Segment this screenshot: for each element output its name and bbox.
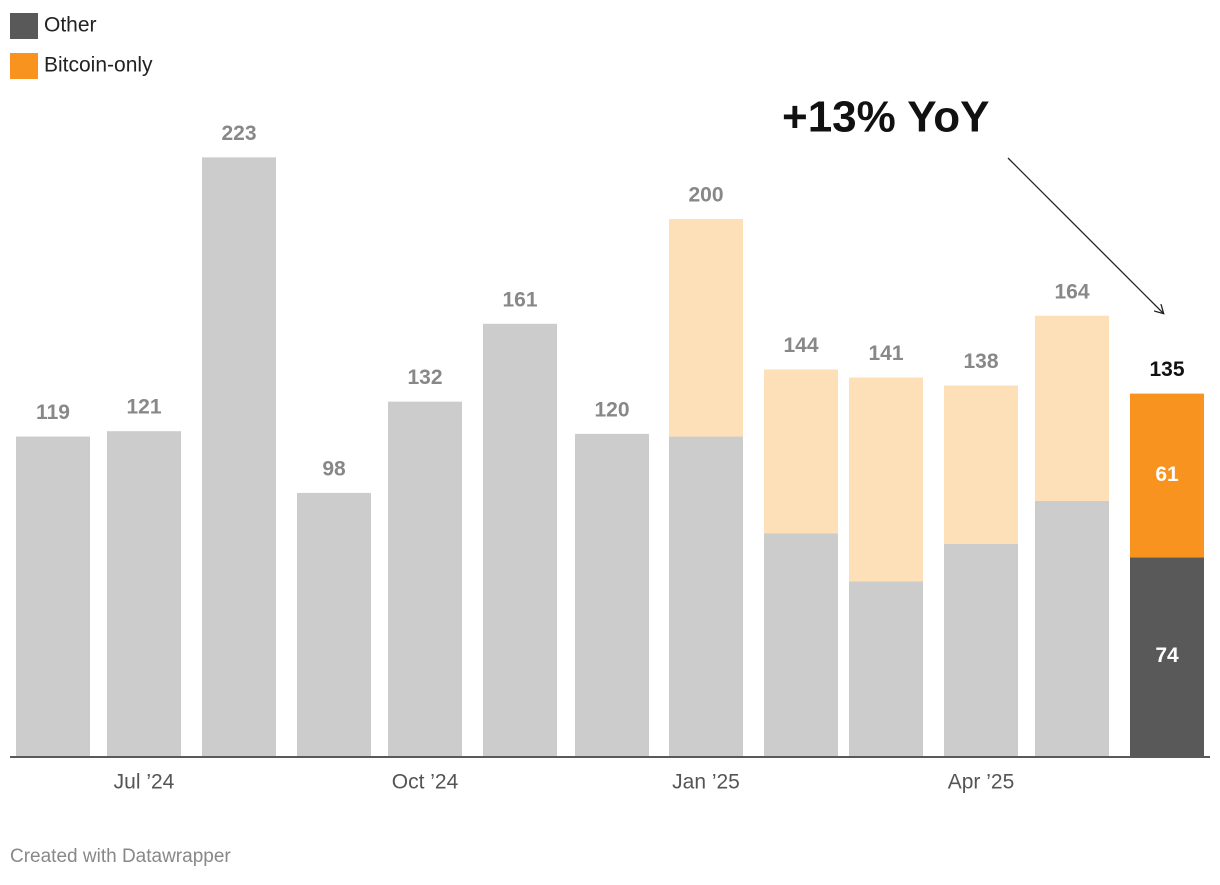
annotation: +13% YoY [782,93,990,142]
bar-segment [669,436,743,756]
total-label: 164 [1054,280,1089,303]
bar-segment [764,533,838,756]
x-tick-label: Apr ’25 [948,771,1015,794]
bar-segment [483,323,557,756]
legend-label: Other [44,14,97,37]
bar-segment [1035,315,1109,501]
x-tick-label: Jan ’25 [672,771,740,794]
total-label: 120 [594,398,629,421]
bar-segment [1130,393,1204,558]
bar-segment [764,369,838,534]
segment-label: 74 [1155,644,1179,667]
total-label: 138 [963,350,998,373]
x-tick-label: Jul ’24 [114,771,175,794]
legend-swatch [10,53,38,79]
total-label: 141 [868,342,903,365]
total-label: 135 [1149,358,1184,381]
total-label: 223 [221,122,256,145]
total-label: 144 [783,334,818,357]
bar-segment [202,157,276,756]
bar-segment [669,219,743,437]
total-label: 132 [407,366,442,389]
bar-segment [388,401,462,756]
bar-segment [1035,500,1109,756]
bar-segment [107,431,181,756]
total-label: 119 [36,401,70,424]
bar-segment [944,543,1018,756]
bar-segment [849,581,923,756]
total-label: 98 [322,457,346,480]
bar-segment [849,377,923,582]
bar-segment [297,492,371,756]
credit: Created with Datawrapper [10,846,231,867]
bar-segment [944,385,1018,544]
legend-swatch [10,13,38,39]
total-label: 161 [502,288,537,311]
annotation-arrow [1007,157,1163,313]
bar-segment [1130,557,1204,756]
legend-label: Bitcoin-only [44,54,153,77]
segment-label: 61 [1155,463,1179,486]
total-label: 121 [126,396,161,419]
bar-segment [575,433,649,756]
x-tick-label: Oct ’24 [392,771,459,794]
total-label: 200 [688,184,723,207]
bar-segment [16,436,90,756]
